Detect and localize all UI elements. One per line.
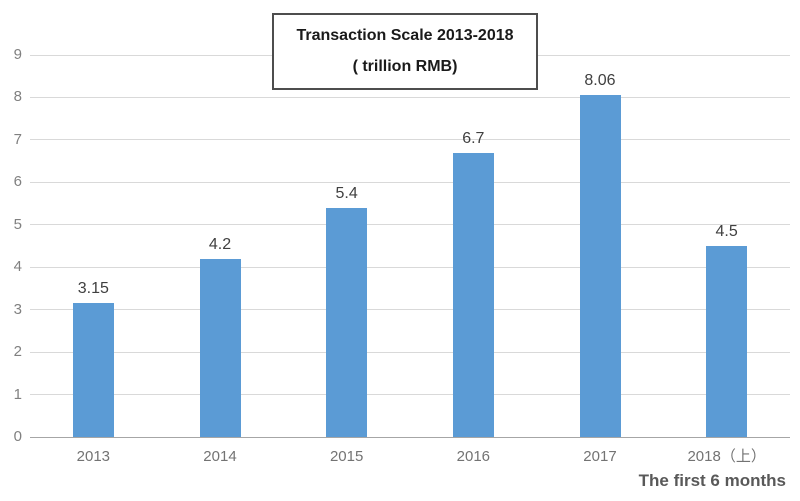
chart-title: Transaction Scale 2013-2018 — [296, 27, 514, 45]
x-tick-label: 2015 — [329, 448, 364, 465]
x-axis-line — [30, 436, 790, 438]
y-tick-label: 5 — [13, 215, 22, 233]
gridline — [30, 224, 790, 226]
bar — [452, 152, 494, 437]
bar-value-label: 3.15 — [77, 280, 109, 298]
bar — [706, 246, 748, 437]
y-tick-label: 1 — [13, 385, 22, 403]
bar-value-label: 4.5 — [715, 223, 738, 240]
x-tick-label: 2017 — [583, 448, 617, 465]
footnote: The first 6 months — [638, 471, 786, 490]
gridline — [30, 96, 790, 98]
gridline — [30, 309, 790, 311]
gridline — [30, 351, 790, 353]
chart-title-box: Transaction Scale 2013-2018 ( trillion R… — [272, 13, 538, 90]
bar — [326, 207, 368, 437]
bar — [579, 94, 621, 437]
y-tick-label: 6 — [13, 173, 22, 191]
y-tick-label: 0 — [13, 428, 22, 445]
x-tick-label: 2018（上） — [687, 448, 766, 465]
bar-value-label: 6.7 — [462, 129, 485, 147]
gridline — [30, 394, 790, 396]
bar — [199, 258, 241, 437]
chart-subtitle: ( trillion RMB) — [352, 57, 458, 75]
y-tick-label: 4 — [13, 258, 22, 276]
gridline — [30, 181, 790, 183]
bar-value-label: 8.06 — [584, 71, 616, 89]
bar-value-label: 5.4 — [335, 184, 358, 202]
x-tick-label: 2013 — [76, 448, 111, 465]
x-tick-label: 2014 — [203, 448, 237, 465]
x-tick-label: 2016 — [456, 448, 491, 465]
gridline — [30, 266, 790, 268]
y-tick-label: 3 — [13, 300, 22, 318]
bar-value-label: 4.2 — [208, 235, 232, 253]
bar — [72, 303, 114, 437]
y-tick-label: 7 — [13, 130, 22, 148]
y-tick-label: 9 — [13, 46, 22, 63]
plot-area: 3.15 4.2 5.4 6.7 8.06 4.5 — [30, 54, 790, 438]
y-tick-label: 8 — [13, 88, 22, 106]
y-tick-label: 2 — [13, 343, 22, 361]
gridline — [30, 139, 790, 141]
